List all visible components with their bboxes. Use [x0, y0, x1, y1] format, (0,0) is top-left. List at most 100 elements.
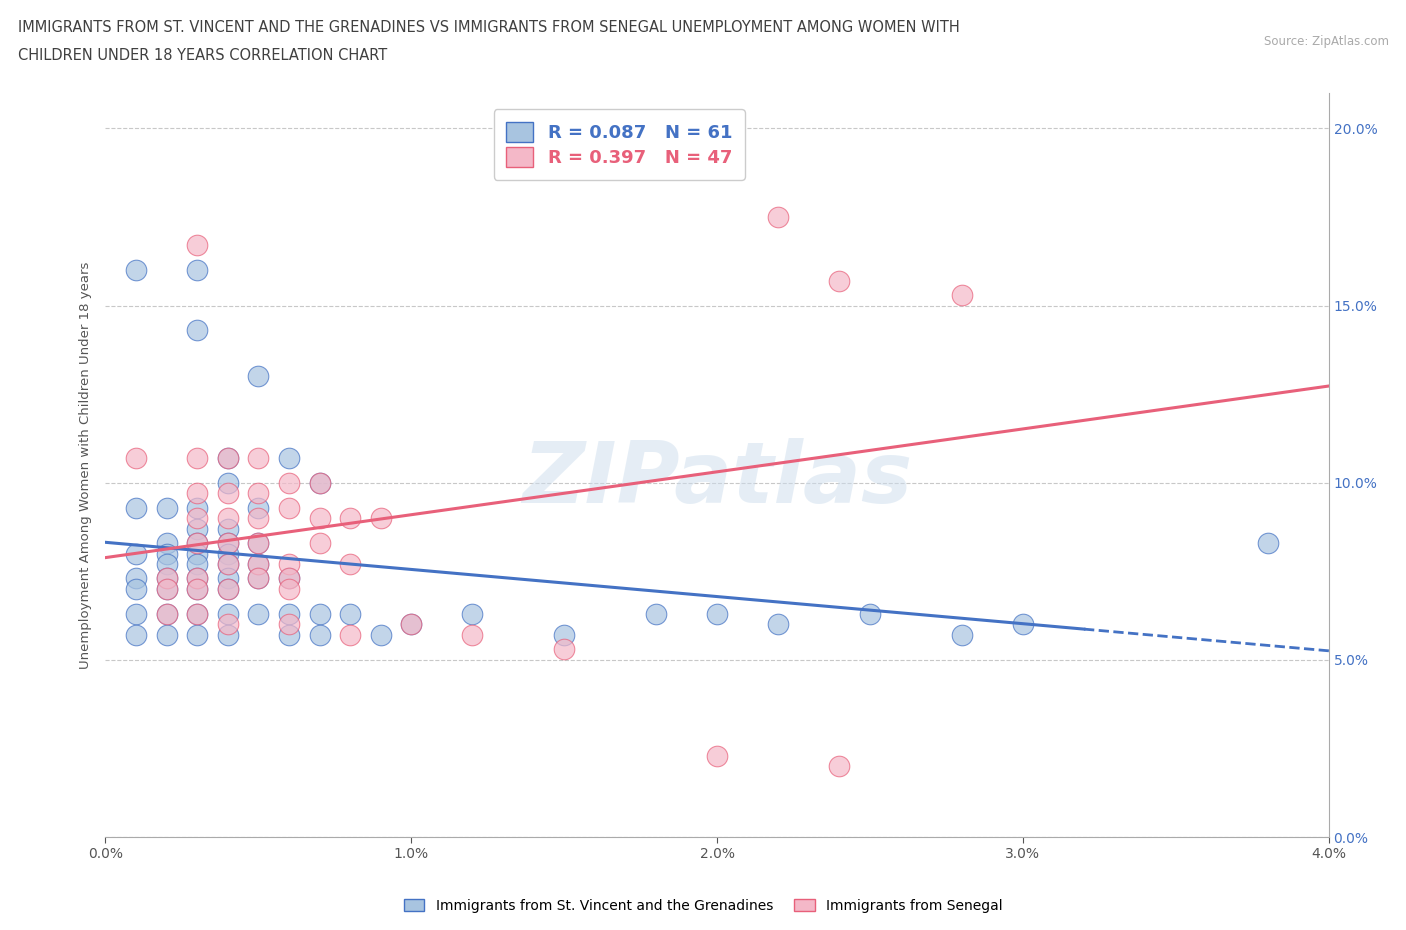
Point	[125, 546, 148, 561]
Point	[247, 536, 270, 551]
Point	[859, 606, 882, 621]
Point	[156, 571, 179, 586]
Point	[186, 511, 208, 525]
Text: Source: ZipAtlas.com: Source: ZipAtlas.com	[1264, 35, 1389, 48]
Point	[247, 557, 270, 572]
Point	[401, 617, 423, 631]
Point	[308, 475, 330, 490]
Point	[828, 273, 851, 288]
Point	[706, 606, 728, 621]
Point	[186, 628, 208, 643]
Point	[186, 500, 208, 515]
Point	[461, 606, 484, 621]
Point	[217, 557, 239, 572]
Point	[247, 511, 270, 525]
Point	[217, 606, 239, 621]
Point	[247, 485, 270, 500]
Point	[553, 642, 575, 657]
Point	[247, 369, 270, 384]
Point	[768, 617, 790, 631]
Point	[125, 628, 148, 643]
Point	[156, 546, 179, 561]
Point	[247, 557, 270, 572]
Point	[156, 606, 179, 621]
Point	[186, 606, 208, 621]
Point	[186, 522, 208, 537]
Point	[186, 546, 208, 561]
Point	[370, 511, 392, 525]
Point	[308, 536, 330, 551]
Point	[217, 450, 239, 465]
Point	[156, 581, 179, 596]
Point	[217, 617, 239, 631]
Point	[339, 557, 361, 572]
Point	[217, 536, 239, 551]
Point	[186, 571, 208, 586]
Point	[339, 628, 361, 643]
Point	[247, 536, 270, 551]
Point	[186, 485, 208, 500]
Point	[186, 262, 208, 277]
Point	[278, 628, 301, 643]
Point	[186, 323, 208, 338]
Point	[125, 500, 148, 515]
Point	[156, 557, 179, 572]
Point	[247, 571, 270, 586]
Point	[370, 628, 392, 643]
Point	[308, 628, 330, 643]
Point	[217, 581, 239, 596]
Point	[768, 209, 790, 224]
Point	[278, 581, 301, 596]
Point	[217, 450, 239, 465]
Point	[339, 606, 361, 621]
Point	[186, 557, 208, 572]
Point	[125, 581, 148, 596]
Point	[217, 546, 239, 561]
Point	[278, 617, 301, 631]
Point	[706, 748, 728, 763]
Point	[278, 606, 301, 621]
Point	[217, 536, 239, 551]
Point	[125, 571, 148, 586]
Point	[553, 132, 575, 147]
Point	[553, 628, 575, 643]
Point	[644, 606, 666, 621]
Point	[156, 500, 179, 515]
Point	[339, 511, 361, 525]
Point	[247, 571, 270, 586]
Legend: Immigrants from St. Vincent and the Grenadines, Immigrants from Senegal: Immigrants from St. Vincent and the Gren…	[398, 894, 1008, 919]
Point	[186, 571, 208, 586]
Point	[156, 536, 179, 551]
Point	[308, 606, 330, 621]
Point	[186, 450, 208, 465]
Point	[186, 536, 208, 551]
Point	[308, 511, 330, 525]
Point	[186, 606, 208, 621]
Point	[278, 557, 301, 572]
Point	[186, 536, 208, 551]
Point	[217, 557, 239, 572]
Point	[217, 571, 239, 586]
Legend: R = 0.087   N = 61, R = 0.397   N = 47: R = 0.087 N = 61, R = 0.397 N = 47	[494, 110, 745, 179]
Point	[247, 500, 270, 515]
Point	[217, 522, 239, 537]
Point	[1256, 536, 1278, 551]
Point	[125, 606, 148, 621]
Point	[217, 475, 239, 490]
Point	[125, 262, 148, 277]
Point	[401, 617, 423, 631]
Point	[186, 581, 208, 596]
Point	[308, 475, 330, 490]
Point	[125, 450, 148, 465]
Point	[278, 571, 301, 586]
Point	[278, 450, 301, 465]
Point	[156, 571, 179, 586]
Point	[1011, 617, 1033, 631]
Point	[950, 628, 973, 643]
Point	[828, 759, 851, 774]
Point	[217, 581, 239, 596]
Text: IMMIGRANTS FROM ST. VINCENT AND THE GRENADINES VS IMMIGRANTS FROM SENEGAL UNEMPL: IMMIGRANTS FROM ST. VINCENT AND THE GREN…	[18, 20, 960, 35]
Text: CHILDREN UNDER 18 YEARS CORRELATION CHART: CHILDREN UNDER 18 YEARS CORRELATION CHAR…	[18, 48, 388, 63]
Point	[217, 485, 239, 500]
Point	[278, 571, 301, 586]
